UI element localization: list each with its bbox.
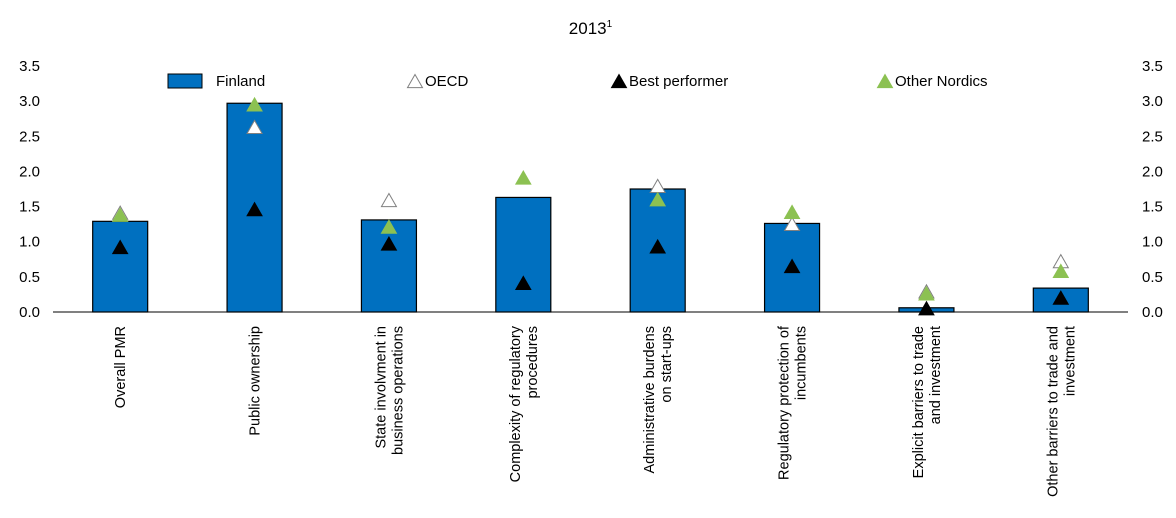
category-label-line: Complexity of regulatory xyxy=(508,325,524,482)
category-label: Other barriers to trade and investment xyxy=(1045,326,1078,497)
category-labels: Overall PMR Public ownership State involvm… xyxy=(113,325,1078,497)
category-label: Overall PMR xyxy=(113,326,129,408)
category-label-line: business operations xyxy=(390,326,406,455)
markers xyxy=(111,96,1070,316)
category-label-line: Regulatory protection of xyxy=(777,325,793,480)
category-label-line: Overall PMR xyxy=(113,326,129,408)
y-tick-label-left: 2.5 xyxy=(19,128,40,145)
category-label-line: Public ownership xyxy=(248,326,264,436)
y-tick-label-left: 1.5 xyxy=(19,199,40,216)
category-label-line: and investment xyxy=(928,326,944,424)
marker-oecd xyxy=(246,119,263,134)
marker-other-nordics xyxy=(649,191,667,207)
legend-swatch-finland xyxy=(167,73,203,89)
marker-best-performer xyxy=(380,236,398,251)
marker-other-nordics xyxy=(783,204,801,220)
title-footnote-marker: 1 xyxy=(607,19,613,30)
y-tick-label-right: 1.0 xyxy=(1142,234,1163,251)
y-tick-label-left: 1.0 xyxy=(19,234,40,251)
y-tick-label-right: 0.5 xyxy=(1142,269,1163,286)
legend-swatch-other-nordics xyxy=(876,73,894,89)
legend-swatch-best-performer xyxy=(610,73,628,89)
category-label-line: Other barriers to trade and xyxy=(1045,326,1061,497)
category-label: State involvment in business operations xyxy=(373,326,406,455)
category-label: Regulatory protection of incumbents xyxy=(777,325,810,480)
category-label-line: Administrative burdens xyxy=(642,326,658,474)
bar-finland xyxy=(92,220,149,313)
marker-other-nordics xyxy=(111,207,129,222)
marker-other-nordics xyxy=(918,285,935,301)
y-tick-label-right: 1.5 xyxy=(1142,199,1163,216)
y-tick-label-right: 3.0 xyxy=(1142,93,1163,110)
y-tick-label-left: 3.5 xyxy=(19,58,40,75)
marker-other-nordics xyxy=(1052,263,1070,279)
marker-best-performer xyxy=(649,238,667,254)
y-tick-label-right: 2.5 xyxy=(1142,128,1163,145)
chart-title: 20131 xyxy=(569,19,613,38)
marker-oecd xyxy=(649,178,667,194)
legend-label: OECD xyxy=(425,73,469,90)
category-label: Public ownership xyxy=(248,326,264,436)
marker-other-nordics xyxy=(380,219,398,234)
category-label-line: on start-ups xyxy=(659,326,675,403)
chart-title-text: 20131 xyxy=(569,19,613,38)
category-label-line: procedures xyxy=(525,326,541,399)
y-tick-label-right: 2.0 xyxy=(1142,163,1163,180)
category-label: Complexity of regulatory procedures xyxy=(508,325,541,482)
legend: Finland OECD Best performer Other Nordics xyxy=(167,73,988,90)
legend-label: Finland xyxy=(216,73,265,90)
y-tick-label-left: 3.0 xyxy=(19,93,40,110)
category-label-line: State involvment in xyxy=(373,326,389,449)
legend-label: Other Nordics xyxy=(895,73,988,90)
y-tick-label-left: 2.0 xyxy=(19,163,40,180)
marker-best-performer xyxy=(514,275,532,291)
marker-best-performer xyxy=(918,300,935,316)
bar-finland xyxy=(360,219,418,313)
marker-oecd xyxy=(380,192,398,208)
marker-best-performer xyxy=(111,239,129,255)
bar-finland xyxy=(495,196,552,313)
category-label-line: Explicit barriers to trade xyxy=(911,326,927,478)
marker-best-performer xyxy=(1052,290,1070,305)
marker-oecd xyxy=(783,216,801,231)
category-label: Administrative burdens on start-ups xyxy=(642,326,675,474)
legend-label: Best performer xyxy=(629,73,728,90)
marker-best-performer xyxy=(246,201,263,217)
axes: 0.0 0.0 0.5 0.5 1.0 1.0 1.5 1.5 2.0 2.0 2.5 2.5 3.0 3… xyxy=(19,58,1163,321)
legend-swatch-oecd xyxy=(406,73,424,89)
category-label-line: investment xyxy=(1062,326,1078,396)
title-main: 2013 xyxy=(569,19,607,38)
marker-other-nordics xyxy=(514,169,532,185)
marker-other-nordics xyxy=(246,96,263,112)
category-label: Explicit barriers to trade and investment xyxy=(911,326,944,478)
y-tick-label-left: 0.5 xyxy=(19,269,40,286)
bars xyxy=(92,102,1089,313)
y-tick-label-right: 3.5 xyxy=(1142,58,1163,75)
category-label-line: incumbents xyxy=(794,326,810,400)
marker-best-performer xyxy=(783,258,801,274)
y-tick-label-left: 0.0 xyxy=(19,304,40,321)
y-tick-label-right: 0.0 xyxy=(1142,304,1163,321)
